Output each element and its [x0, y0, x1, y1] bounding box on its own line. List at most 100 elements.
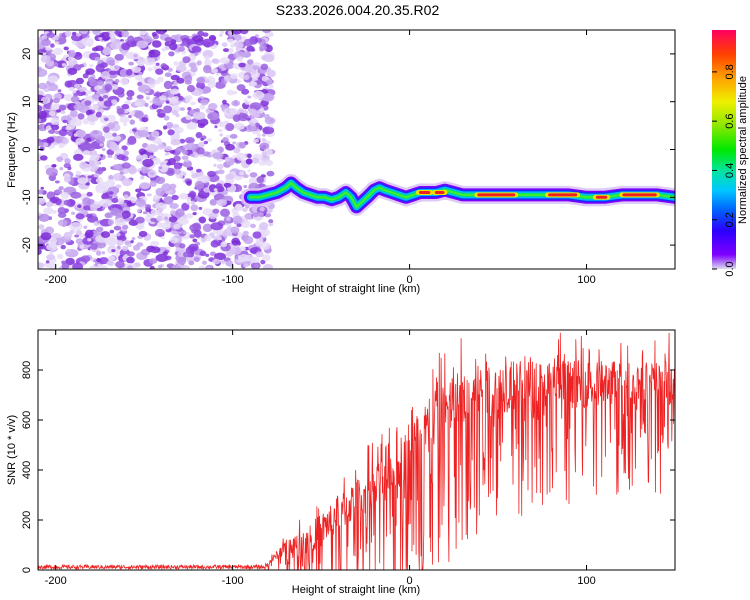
noise-blob: [86, 191, 93, 197]
noise-blob: [157, 112, 166, 118]
noise-blob: [192, 211, 197, 216]
noise-blob: [89, 203, 98, 212]
noise-blob: [87, 238, 92, 242]
noise-blob: [268, 222, 274, 227]
noise-blob: [69, 222, 83, 231]
noise-blob: [262, 30, 271, 34]
noise-blob: [57, 206, 67, 215]
noise-blob: [259, 242, 271, 251]
noise-blob: [181, 50, 187, 55]
noise-blob: [138, 71, 143, 76]
noise-blob: [38, 197, 46, 205]
noise-blob: [45, 201, 54, 208]
noise-blob: [186, 121, 198, 130]
noise-blob: [222, 48, 229, 53]
noise-blob: [89, 79, 99, 87]
noise-blob: [64, 30, 72, 37]
noise-blob: [116, 245, 121, 250]
noise-blob: [63, 46, 69, 51]
noise-blob: [108, 240, 116, 247]
noise-blob: [83, 205, 92, 211]
noise-blob: [83, 225, 88, 229]
noise-blob: [184, 136, 195, 144]
noise-blob: [116, 240, 124, 246]
noise-blob: [190, 200, 196, 205]
noise-blob: [109, 229, 115, 234]
noise-blob: [266, 69, 276, 78]
noise-blob: [188, 243, 199, 252]
noise-blob: [81, 37, 94, 46]
spectrogram-x-label: Height of straight line (km): [292, 283, 420, 295]
noise-blob: [102, 94, 109, 99]
noise-blob: [268, 123, 274, 128]
noise-blob: [179, 107, 186, 111]
noise-blob: [227, 223, 232, 228]
noise-blob: [99, 143, 104, 147]
noise-blob: [91, 104, 100, 111]
noise-blob: [139, 182, 151, 190]
noise-blob: [62, 119, 68, 124]
noise-blob: [219, 33, 223, 37]
noise-blob: [227, 38, 235, 44]
noise-blob: [114, 78, 120, 84]
noise-blob: [73, 52, 83, 60]
noise-blob: [209, 198, 217, 206]
noise-blob: [167, 67, 173, 72]
noise-blob: [247, 95, 252, 99]
noise-blob: [59, 167, 64, 171]
noise-blob: [50, 124, 60, 131]
noise-blob: [89, 121, 96, 126]
noise-blob: [260, 259, 266, 265]
noise-blob: [49, 251, 54, 255]
snr-x-label: Height of straight line (km): [292, 584, 420, 596]
noise-blob: [156, 209, 163, 214]
noise-blob: [38, 110, 48, 119]
noise-blob: [243, 235, 254, 245]
noise-blob: [73, 83, 81, 89]
noise-blob: [51, 196, 60, 203]
colorbar-tick-label: 0.0: [724, 261, 736, 276]
noise-blob: [112, 132, 117, 137]
noise-blob: [155, 68, 164, 75]
noise-blob: [80, 255, 91, 263]
noise-blob: [157, 264, 163, 269]
noise-blob: [119, 116, 130, 124]
noise-blob: [194, 231, 199, 235]
noise-blob: [95, 177, 103, 184]
noise-blob: [135, 188, 142, 193]
noise-blob: [266, 79, 273, 85]
noise-blob: [229, 133, 238, 139]
noise-blob: [209, 251, 217, 257]
noise-blob: [257, 212, 264, 217]
noise-blob: [121, 210, 131, 219]
colorbar-label: Normalized spectral amplitude: [737, 76, 749, 224]
noise-blob: [121, 224, 129, 230]
noise-blob: [210, 222, 224, 231]
noise-blob: [252, 231, 262, 239]
noise-blob: [247, 153, 252, 159]
noise-blob: [242, 207, 248, 212]
noise-blob: [142, 211, 148, 215]
noise-blob: [125, 51, 136, 59]
noise-blob: [219, 57, 231, 64]
noise-blob: [202, 151, 211, 157]
noise-blob: [50, 117, 60, 126]
y-tick-label: -10: [21, 189, 33, 205]
noise-blob: [268, 219, 274, 224]
noise-blob: [200, 137, 204, 141]
noise-blob: [141, 116, 149, 123]
noise-blob: [60, 110, 66, 114]
noise-blob: [170, 138, 181, 146]
noise-blob: [82, 118, 90, 125]
noise-blob: [75, 129, 87, 138]
noise-blob: [87, 114, 99, 122]
noise-blob: [226, 217, 231, 221]
noise-blob: [108, 191, 114, 195]
noise-blob: [48, 129, 56, 134]
noise-blob: [56, 109, 62, 113]
noise-blob: [250, 81, 258, 86]
noise-blob: [123, 122, 127, 127]
noise-blob: [114, 60, 120, 64]
noise-blob: [191, 173, 199, 179]
